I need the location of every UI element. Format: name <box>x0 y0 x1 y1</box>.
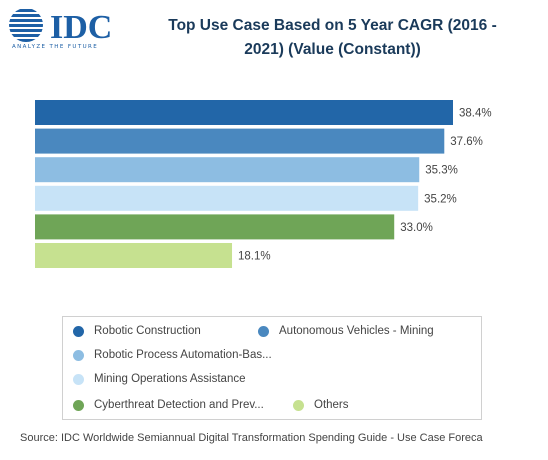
legend-swatch <box>293 399 304 411</box>
bar-value-label: 33.0% <box>400 222 433 234</box>
chart-legend: Robotic Construction Autonomous Vehicles … <box>62 316 482 420</box>
chart-title-line-2: 2021) (Value (Constant)) <box>244 41 421 58</box>
legend-swatch <box>73 325 84 337</box>
legend-label: Robotic Process Automation-Bas... <box>94 349 272 361</box>
bar-5 <box>35 214 395 240</box>
legend-label: Others <box>314 399 349 411</box>
legend-swatch <box>73 373 84 385</box>
bar-value-label: 38.4% <box>459 108 492 120</box>
idc-logo: IDC ANALYZE THE FUTURE <box>8 6 133 50</box>
legend-label: Robotic Construction <box>94 325 201 337</box>
legend-item: Others <box>293 399 349 411</box>
chart-title: Top Use Case Based on 5 Year CAGR (2016 … <box>140 14 525 62</box>
legend-swatch <box>73 349 84 361</box>
legend-item: Autonomous Vehicles - Mining <box>258 325 434 337</box>
bar-value-label: 35.2% <box>424 193 457 205</box>
legend-item: Robotic Construction <box>73 325 201 337</box>
bar-value-label: 18.1% <box>238 251 271 263</box>
logo-tagline: ANALYZE THE FUTURE <box>12 44 99 50</box>
legend-label: Autonomous Vehicles - Mining <box>279 325 434 337</box>
bar-3 <box>35 157 420 183</box>
legend-item: Cyberthreat Detection and Prev... <box>73 399 264 411</box>
legend-item: Robotic Process Automation-Bas... <box>73 349 272 361</box>
globe-icon: IDC <box>9 8 112 46</box>
legend-item: Mining Operations Assistance <box>73 373 246 385</box>
legend-swatch <box>258 325 269 337</box>
bar-2 <box>35 128 445 154</box>
bar-chart: 38.4% 37.6% 35.3% 35.2% 33.0% 18.1% <box>35 100 492 268</box>
logo-text: IDC <box>50 9 112 46</box>
bar-1 <box>35 100 453 125</box>
bar-6 <box>35 243 233 268</box>
legend-swatch <box>73 399 84 411</box>
chart-title-line-1: Top Use Case Based on 5 Year CAGR (2016 … <box>168 17 497 34</box>
bar-4 <box>35 185 419 211</box>
legend-label: Cyberthreat Detection and Prev... <box>94 399 264 411</box>
source-note: Source: IDC Worldwide Semiannual Digital… <box>20 432 483 444</box>
legend-label: Mining Operations Assistance <box>94 373 246 385</box>
bar-value-label: 35.3% <box>425 165 458 177</box>
bar-value-label: 37.6% <box>450 136 483 148</box>
